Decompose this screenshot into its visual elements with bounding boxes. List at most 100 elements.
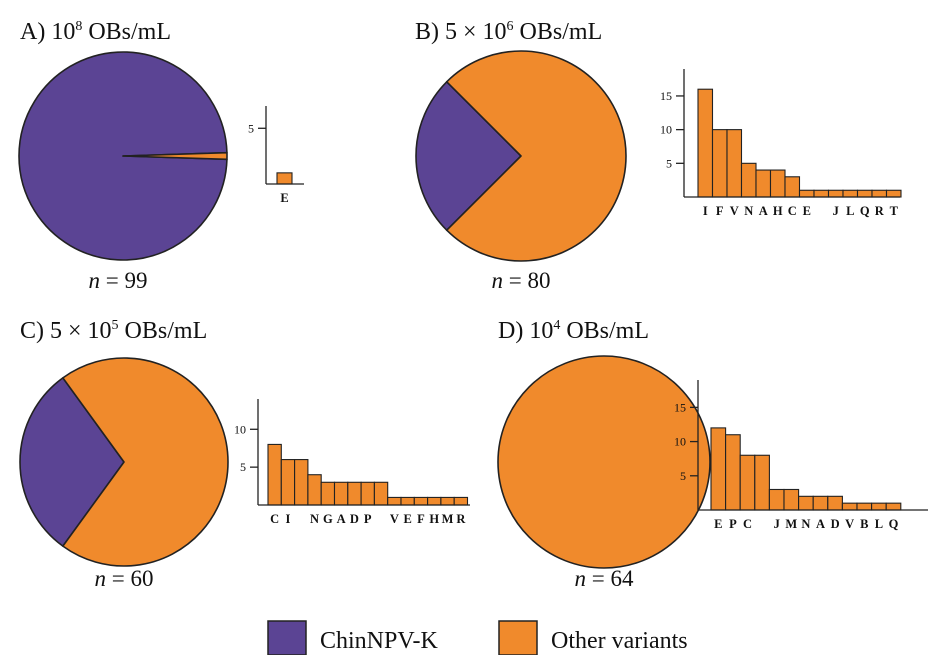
bar [413, 496, 429, 506]
panel-c-bar-chart: C I N G A D P V E F H M R 5 10 [234, 399, 470, 526]
y-tick-label: 5 [680, 469, 686, 483]
pie-slice-other-variants [62, 357, 229, 567]
bar [783, 488, 800, 511]
bar [812, 495, 829, 511]
bar [280, 459, 296, 506]
pie-slice-other-variants [445, 50, 627, 262]
category-label: T [890, 204, 899, 218]
bar [842, 189, 859, 198]
category-label: P [729, 517, 737, 531]
category-label: C [743, 517, 752, 531]
y-tick-label: 5 [240, 460, 246, 474]
y-tick-label: 15 [660, 89, 672, 103]
bar [769, 169, 786, 198]
bar [841, 502, 858, 511]
category-label: P [364, 512, 372, 526]
bar [740, 162, 757, 198]
bar [360, 481, 375, 506]
category-label: M [442, 512, 454, 526]
panel-d-n-label: n = 64 [575, 566, 634, 591]
category-label: H [773, 204, 783, 218]
category-label: L [875, 517, 883, 531]
bar [856, 502, 873, 511]
category-label: J [833, 204, 839, 218]
panel-b-n-label: n = 80 [492, 268, 551, 293]
pie-slice-chinnpv-k [18, 51, 228, 261]
bar [400, 496, 415, 506]
bar [885, 502, 902, 511]
panel-b-title: B) 5 × 106 OBs/mL [415, 19, 602, 45]
bar [347, 481, 362, 506]
panel-a-bar-chart: E5 [248, 106, 304, 205]
category-label: A [816, 517, 825, 531]
bar [307, 474, 322, 506]
bar [768, 488, 785, 511]
category-label: I [286, 512, 291, 526]
panel-b-bar-chart: I F V N A H C E J L Q R T 5 10 15 [660, 69, 902, 218]
category-label: D [831, 517, 840, 531]
category-label: J [774, 517, 780, 531]
bar [387, 496, 402, 506]
panel-c-pie [19, 357, 229, 567]
category-label: R [875, 204, 885, 218]
panel-b: B) 5 × 106 OBs/mL I F V N A H C E J L Q R T 5 10 15 n =… [415, 19, 902, 293]
bar [267, 443, 282, 506]
bar [856, 189, 873, 198]
category-label: E [803, 204, 811, 218]
category-label: Q [860, 204, 870, 218]
category-label: A [759, 204, 768, 218]
bar [725, 434, 741, 511]
bar [726, 129, 743, 198]
bar [711, 129, 728, 198]
panel-d-title: D) 104 OBs/mL [498, 318, 649, 344]
y-tick-label: 5 [666, 156, 672, 170]
panel-d: D) 104 OBs/mL E P C J M N A D V B L Q 5 10 15 n = 64 [497, 318, 928, 591]
category-label: V [730, 204, 739, 218]
category-label: D [350, 512, 359, 526]
bar [871, 189, 888, 198]
y-tick-label: 10 [234, 422, 246, 436]
bar [440, 496, 455, 506]
legend-label-chinnpv-k: ChinNPV-K [320, 628, 438, 654]
pie-slice-other-variants [497, 355, 711, 569]
category-label: F [417, 512, 425, 526]
pie-slice-chinnpv-k [19, 377, 125, 547]
bar [697, 88, 714, 198]
bar [739, 454, 756, 511]
panel-d-bar-chart: E P C J M N A D V B L Q 5 10 15 [674, 380, 928, 531]
legend-swatch-chinnpv-k [267, 620, 307, 655]
bar [276, 172, 293, 185]
bar [813, 189, 830, 198]
category-label: E [403, 512, 411, 526]
panel-a: A) 108 OBs/mL E5 n = 99 [18, 19, 304, 293]
bar [827, 189, 844, 198]
bar [798, 189, 815, 198]
category-label: A [337, 512, 346, 526]
y-tick-label: 10 [674, 435, 686, 449]
category-label: M [785, 517, 797, 531]
category-label: F [716, 204, 724, 218]
bar [754, 454, 770, 511]
bar [885, 189, 902, 198]
bar [333, 481, 349, 506]
category-label: C [270, 512, 279, 526]
category-label: V [390, 512, 399, 526]
bar [871, 502, 887, 511]
legend-label-other-variants: Other variants [551, 628, 688, 654]
panel-b-pie [415, 50, 627, 262]
bar [827, 495, 843, 511]
category-label: E [280, 191, 288, 205]
panel-c: C) 5 × 105 OBs/mL C I N G A D P V E F H M R 5 10 n = 6… [19, 318, 470, 591]
bar [453, 496, 469, 506]
bar [294, 459, 309, 506]
legend-swatch-other-variants [498, 620, 538, 655]
bar [755, 169, 772, 198]
pie-slice-other-variants [122, 151, 228, 161]
category-label: N [801, 517, 810, 531]
category-label: C [788, 204, 797, 218]
panel-d-pie [497, 355, 711, 569]
bar [798, 495, 814, 511]
category-label: G [323, 512, 333, 526]
panel-a-title: A) 108 OBs/mL [20, 19, 171, 45]
